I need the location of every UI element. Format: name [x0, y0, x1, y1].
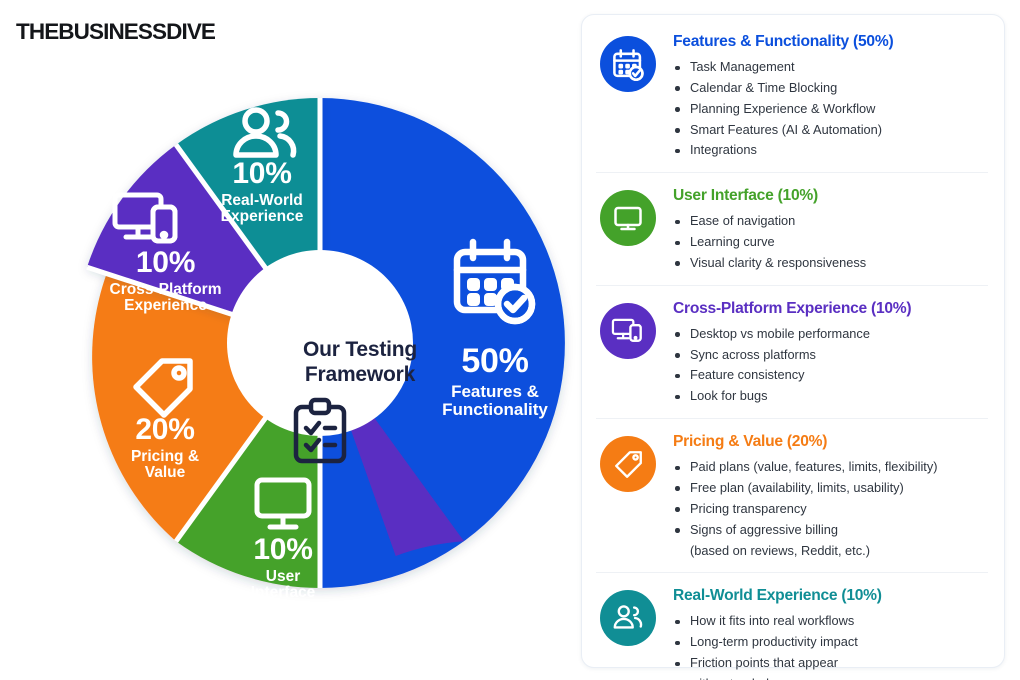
- category-title: Features & Functionality (50%): [673, 33, 894, 50]
- list-item: Calendar & Time Blocking: [673, 78, 988, 99]
- category-title: Pricing & Value (20%): [673, 433, 828, 451]
- devices-icon: [112, 192, 178, 244]
- calendar-check-icon: [453, 238, 536, 325]
- list-item: Ease of navigation: [673, 211, 988, 232]
- category-title: User Interface (10%): [673, 187, 818, 205]
- list-item-continuation: (based on reviews, Reddit, etc.): [690, 542, 870, 558]
- center-title-line1: Our Testing: [302, 338, 418, 361]
- category-item-list: How it fits into real workflows Long-ter…: [673, 611, 988, 680]
- price-tag-icon: [600, 436, 656, 493]
- category-body: Pricing & Value (20%) Paid plans (value,…: [673, 432, 988, 561]
- category-user-interface: User Interface (10%) Ease of navigation …: [596, 172, 988, 285]
- price-tag-icon: [133, 358, 193, 418]
- people-icon: [233, 107, 297, 158]
- list-item: Desktop vs mobile performance: [673, 324, 988, 345]
- category-title: Cross-Platform Experience (10%): [673, 299, 912, 317]
- list-item: Friction points that appear with extende…: [673, 653, 988, 680]
- list-item: Learning curve: [673, 232, 988, 253]
- category-cross-platform-experience: Cross-Platform Experience (10%) Desktop …: [596, 284, 988, 418]
- testing-framework-donut-chart: 50% Features & Functionality 10% User In…: [40, 48, 600, 638]
- category-real-world-experience: Real-World Experience (10%) How it fits …: [596, 572, 988, 680]
- category-item-list: Ease of navigation Learning curve Visual…: [673, 211, 988, 274]
- category-body: Cross-Platform Experience (10%) Desktop …: [673, 299, 988, 407]
- category-body: Real-World Experience (10%) How it fits …: [673, 586, 988, 680]
- list-item: Visual clarity & responsiveness: [673, 253, 988, 274]
- category-item-list: Task Management Calendar & Time Blocking…: [673, 57, 988, 161]
- list-item: Task Management: [673, 57, 988, 78]
- donut-svg: [86, 97, 565, 588]
- donut-center-hole: [227, 250, 413, 436]
- monitor-icon: [254, 477, 312, 530]
- people-icon: [600, 590, 656, 647]
- list-item: Paid plans (value, features, limits, fle…: [673, 457, 988, 478]
- category-features-functionality: Features & Functionality (50%) Task Mana…: [596, 19, 988, 172]
- list-item-continuation: with extended use: [690, 674, 988, 680]
- devices-icon: [600, 302, 656, 359]
- list-item: Smart Features (AI & Automation): [673, 120, 988, 141]
- list-item: Free plan (availability, limits, usabili…: [673, 478, 988, 499]
- category-item-list: Paid plans (value, features, limits, fle…: [673, 457, 988, 561]
- category-item-list: Desktop vs mobile performance Sync acros…: [673, 324, 988, 407]
- list-item: Pricing transparency: [673, 499, 988, 520]
- list-item: Feature consistency: [673, 365, 988, 386]
- category-title: Real-World Experience (10%): [673, 587, 882, 605]
- list-item: Sync across platforms: [673, 345, 988, 366]
- calendar-check-icon: [600, 36, 656, 92]
- clipboard-checklist-icon: [293, 397, 347, 464]
- list-item: Long-term productivity impact: [673, 632, 988, 653]
- criteria-panel: Features & Functionality (50%) Task Mana…: [581, 14, 1005, 680]
- list-item: Planning Experience & Workflow: [673, 99, 988, 120]
- list-item: Signs of aggressive billing (based on re…: [673, 520, 988, 562]
- category-body: User Interface (10%) Ease of navigation …: [673, 186, 988, 274]
- list-item: How it fits into real workflows: [673, 611, 988, 632]
- category-body: Features & Functionality (50%) Task Mana…: [673, 32, 988, 161]
- center-title-line2: Framework: [304, 362, 416, 386]
- list-item: Look for bugs: [673, 386, 988, 407]
- monitor-icon: [600, 190, 656, 247]
- brand-logo: THEBUSINESSDIVE: [16, 19, 216, 44]
- donut-center-title: Our Testing Framework: [260, 338, 460, 388]
- list-item: Integrations: [673, 140, 988, 161]
- category-pricing-value: Pricing & Value (20%) Paid plans (value,…: [596, 418, 988, 572]
